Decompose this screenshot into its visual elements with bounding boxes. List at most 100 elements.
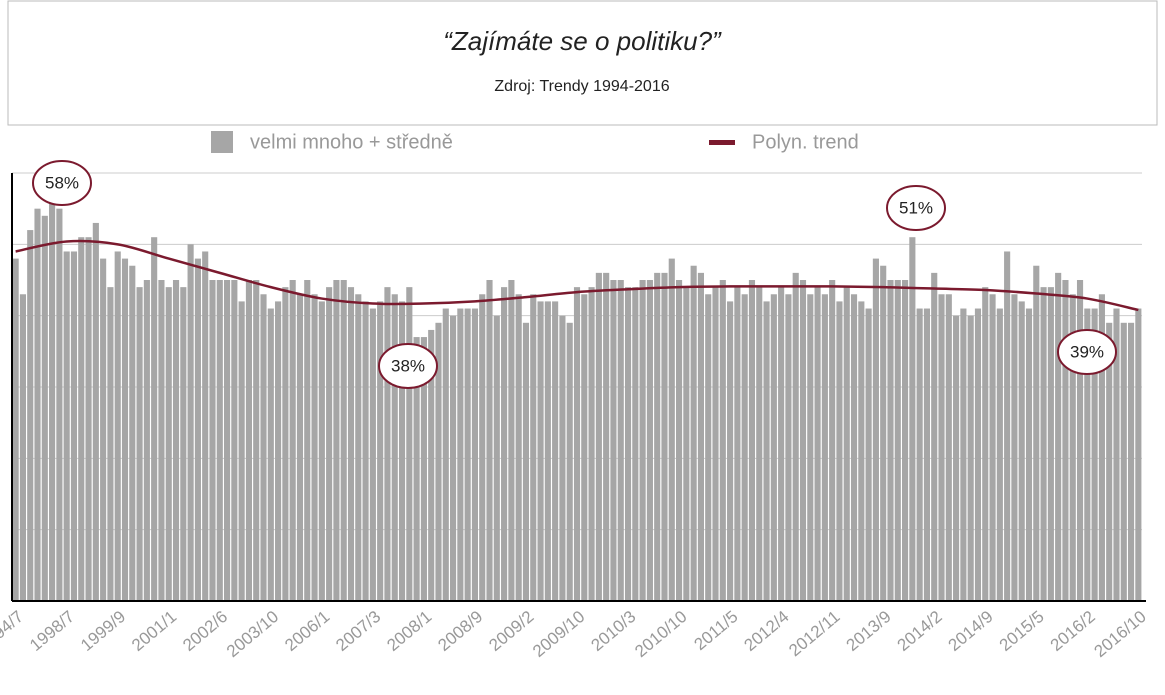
x-tick-label: 2015/5 [996,607,1048,655]
bar [719,280,726,601]
bar [792,272,799,601]
bar [136,287,143,601]
bar [573,287,581,601]
x-tick-label: 2008/9 [434,607,486,655]
bar [697,272,704,601]
bar [275,301,282,601]
bar [559,315,566,601]
bar [450,315,457,601]
bar [1098,294,1105,601]
bar [624,287,632,601]
bar [552,301,559,601]
bar [369,308,376,601]
bar [435,322,442,601]
bar [799,280,807,601]
bar [100,258,107,601]
annotation: 58% [45,173,79,192]
bar [172,280,180,601]
bar [1018,301,1025,601]
bar [676,280,683,601]
x-tick-label: 2006/1 [281,607,333,655]
bar [216,280,223,601]
bar [763,301,770,601]
bar [165,287,172,601]
bar [107,287,114,601]
x-tick-label: 2011/5 [690,607,741,654]
bar [1113,308,1120,601]
bar [27,230,34,602]
bar [187,244,194,602]
annotation: 39% [1070,342,1104,361]
bar [588,287,595,601]
legend-label: velmi mnoho + středně [250,131,453,153]
title-box [7,0,1158,126]
bar [34,208,41,601]
bar [377,301,384,601]
x-tick-label: 2012/4 [741,607,793,655]
x-tick-label: 2003/10 [223,607,282,661]
bar [1025,308,1033,601]
bar [785,294,792,601]
bar [245,280,252,601]
x-tick-label: 2001/1 [128,607,180,655]
bar [748,280,756,601]
bar [49,201,56,602]
x-tick-label: 2012/11 [785,607,843,660]
bar [996,308,1003,601]
bar [1084,308,1091,601]
bar [318,301,325,601]
bar [530,294,537,601]
bar [938,294,945,601]
bar [457,308,464,601]
bar [340,280,347,601]
x-tick-label: 2013/9 [843,607,895,655]
bar [610,280,617,601]
legend-swatch [211,131,233,153]
bar [260,294,267,601]
bar [734,287,741,601]
bar [311,294,318,601]
bar [974,308,982,601]
legend-label: Polyn. trend [752,131,859,153]
bar [778,287,785,601]
bar [231,280,238,601]
bar [632,287,639,601]
bar [603,272,610,601]
bar [581,294,588,601]
bar [858,301,865,601]
bar [617,280,624,601]
bar [807,294,814,601]
bar [705,294,712,601]
bar [194,258,201,601]
bar [224,280,231,601]
bar [92,222,99,601]
bar [289,280,296,601]
bar [63,251,70,601]
bar [56,208,63,601]
bar [931,272,938,601]
bar [1047,287,1054,601]
bar [1106,322,1113,601]
x-tick-label: 1999/9 [77,607,129,655]
bar [347,287,355,601]
bar [683,287,690,601]
bar [333,280,340,601]
bar [12,258,19,601]
bar [741,294,748,601]
annotation: 38% [391,356,425,375]
bar [595,272,602,601]
bar [391,294,398,601]
bar [70,251,78,601]
bar [1076,280,1084,601]
annotation-circle [32,160,92,206]
bar [1011,294,1018,601]
bar [253,280,260,601]
bar [880,265,887,601]
bar [129,265,136,601]
bar [646,280,653,601]
bar [151,237,158,601]
bar [537,301,544,601]
bar [865,308,872,601]
legend-swatch [709,140,735,145]
bar [668,258,675,601]
